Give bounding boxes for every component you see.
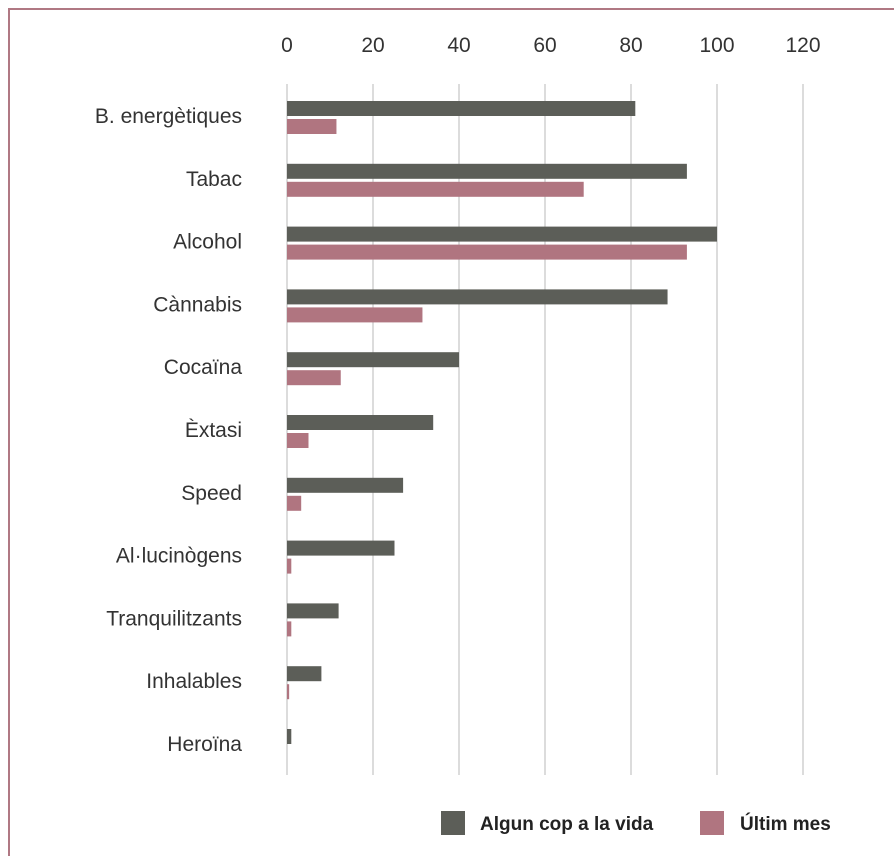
x-tick-label: 120: [785, 34, 820, 57]
category-label: Heroïna: [167, 733, 242, 756]
bar-lifetime: [287, 226, 717, 242]
x-tick-label: 0: [281, 34, 293, 57]
bar-lifetime: [287, 352, 459, 368]
legend-swatch-last-month: [700, 811, 724, 835]
bar-last-month: [287, 558, 292, 574]
bar-last-month: [287, 684, 290, 700]
category-label: Èxtasi: [185, 419, 242, 442]
x-tick-label: 60: [533, 34, 556, 57]
bar-last-month: [287, 307, 423, 323]
bar-lifetime: [287, 540, 395, 556]
bar-lifetime: [287, 729, 292, 744]
bar-lifetime: [287, 163, 687, 179]
legend: Algun cop a la vida Últim mes: [441, 811, 831, 835]
bar-last-month: [287, 370, 341, 386]
bar-lifetime: [287, 415, 434, 430]
bar-last-month: [287, 244, 687, 260]
category-label: Cocaïna: [164, 356, 243, 379]
category-label: Al·lucinògens: [116, 545, 242, 568]
x-tick-label: 100: [699, 34, 734, 57]
bars: [287, 101, 717, 744]
category-label: Alcohol: [173, 231, 242, 254]
bar-last-month: [287, 495, 302, 511]
x-tick-label: 80: [619, 34, 642, 57]
chart-frame: [8, 8, 894, 856]
category-label: Tranquilitzants: [106, 607, 242, 630]
bar-last-month: [287, 621, 292, 637]
bar-lifetime: [287, 477, 404, 493]
bar-lifetime: [287, 101, 636, 116]
legend-swatch-lifetime: [441, 811, 465, 835]
category-label: Cànnabis: [153, 293, 242, 316]
bar-lifetime: [287, 289, 668, 305]
category-label: Inhalables: [146, 670, 242, 693]
legend-label-last-month: Últim mes: [740, 813, 831, 835]
legend-label-lifetime: Algun cop a la vida: [480, 814, 654, 835]
category-label: Speed: [181, 482, 242, 505]
category-label: B. energètiques: [95, 105, 242, 128]
x-tick-label: 40: [447, 34, 470, 57]
category-labels: B. energètiques Tabac Alcohol Cànnabis Cocaï…: [95, 105, 242, 756]
category-label: Tabac: [186, 168, 242, 191]
bar-lifetime: [287, 603, 339, 619]
x-axis-ticks: 0 20 40 60 80 100 120: [281, 34, 820, 57]
bar-last-month: [287, 181, 584, 197]
bar-last-month: [287, 119, 337, 134]
bar-lifetime: [287, 666, 322, 682]
x-tick-label: 20: [361, 34, 384, 57]
bar-last-month: [287, 433, 309, 448]
